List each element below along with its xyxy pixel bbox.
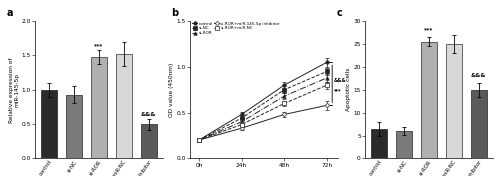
Bar <box>41 90 57 158</box>
Text: a: a <box>7 8 14 18</box>
Bar <box>90 57 107 158</box>
Text: &&&: &&& <box>334 78 346 83</box>
Bar <box>420 42 437 158</box>
Bar <box>396 131 412 158</box>
Bar <box>116 54 132 158</box>
Text: &&&: &&& <box>471 73 486 78</box>
Text: b: b <box>171 8 178 18</box>
Bar <box>470 90 486 158</box>
Text: c: c <box>337 8 342 18</box>
Text: ***: *** <box>424 28 434 33</box>
Y-axis label: Apoptotic cells: Apoptotic cells <box>346 68 351 111</box>
Bar <box>66 95 82 158</box>
Text: &&&: &&& <box>141 112 156 117</box>
Text: ***: *** <box>94 44 104 49</box>
Text: ***: *** <box>334 89 342 94</box>
Legend: control, si-NC, si-ROR, si-ROR+miR-145-5p inhibitor, si-ROR+miR-NC: control, si-NC, si-ROR, si-ROR+miR-145-5… <box>192 22 280 35</box>
Bar <box>446 44 462 158</box>
Y-axis label: Relative expression of
miR-145-5p: Relative expression of miR-145-5p <box>8 57 20 122</box>
Bar <box>371 129 387 158</box>
Bar <box>140 124 156 158</box>
Y-axis label: OD value (450nm): OD value (450nm) <box>170 63 174 117</box>
